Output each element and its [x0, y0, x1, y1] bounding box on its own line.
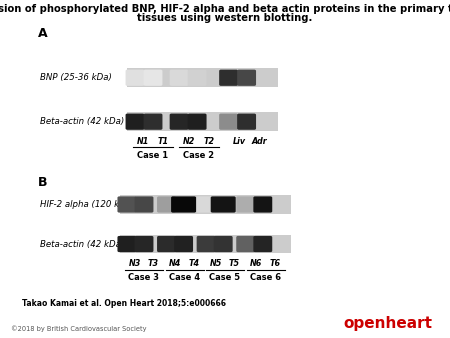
FancyBboxPatch shape: [144, 70, 162, 86]
Bar: [127, 68, 278, 87]
Text: Case 1: Case 1: [137, 151, 169, 160]
Text: HIF-2 alpha (120 kDa): HIF-2 alpha (120 kDa): [40, 200, 135, 209]
Text: N5: N5: [210, 260, 222, 268]
Bar: [127, 112, 278, 131]
FancyBboxPatch shape: [237, 114, 256, 130]
Text: Expression of phosphorylated BNP, HIF-2 alpha and beta actin proteins in the pri: Expression of phosphorylated BNP, HIF-2 …: [0, 4, 450, 14]
Text: openheart: openheart: [343, 316, 432, 331]
Text: Beta-actin (42 kDa): Beta-actin (42 kDa): [40, 240, 125, 248]
FancyBboxPatch shape: [211, 196, 236, 213]
Text: Case 3: Case 3: [129, 273, 159, 282]
Text: ©2018 by British Cardiovascular Society: ©2018 by British Cardiovascular Society: [11, 325, 147, 332]
Text: T2: T2: [203, 137, 214, 146]
Text: T3: T3: [148, 260, 159, 268]
FancyBboxPatch shape: [237, 70, 256, 86]
FancyBboxPatch shape: [188, 70, 207, 86]
FancyBboxPatch shape: [117, 196, 136, 213]
Text: T1: T1: [158, 137, 168, 146]
Text: Case 2: Case 2: [183, 151, 215, 160]
FancyBboxPatch shape: [135, 196, 153, 213]
FancyBboxPatch shape: [214, 236, 233, 252]
Text: Takao Kamai et al. Open Heart 2018;5:e000666: Takao Kamai et al. Open Heart 2018;5:e00…: [22, 299, 226, 308]
Text: Liv: Liv: [233, 137, 247, 146]
Text: N3: N3: [129, 260, 141, 268]
FancyBboxPatch shape: [253, 196, 272, 213]
FancyBboxPatch shape: [157, 236, 176, 252]
Text: T4: T4: [189, 260, 199, 268]
FancyBboxPatch shape: [197, 196, 216, 213]
FancyBboxPatch shape: [219, 114, 238, 130]
FancyBboxPatch shape: [135, 236, 153, 252]
Text: A: A: [38, 27, 48, 40]
FancyBboxPatch shape: [219, 70, 238, 86]
FancyBboxPatch shape: [174, 236, 193, 252]
Text: N4: N4: [169, 260, 182, 268]
Text: tissues using western blotting.: tissues using western blotting.: [137, 13, 313, 23]
Text: Beta-actin (42 kDa): Beta-actin (42 kDa): [40, 117, 125, 126]
Text: B: B: [38, 176, 48, 189]
Text: Case 6: Case 6: [250, 273, 281, 282]
FancyBboxPatch shape: [236, 196, 255, 213]
Text: N6: N6: [250, 260, 263, 268]
Text: Adr: Adr: [252, 137, 267, 146]
Text: Case 5: Case 5: [209, 273, 241, 282]
FancyBboxPatch shape: [117, 236, 136, 252]
Bar: [120, 195, 291, 214]
Text: T5: T5: [229, 260, 240, 268]
Text: N1: N1: [137, 137, 149, 146]
Text: T6: T6: [270, 260, 280, 268]
FancyBboxPatch shape: [170, 70, 189, 86]
FancyBboxPatch shape: [253, 236, 272, 252]
FancyBboxPatch shape: [126, 114, 144, 130]
FancyBboxPatch shape: [170, 114, 189, 130]
Text: N2: N2: [183, 137, 195, 146]
Text: BNP (25-36 kDa): BNP (25-36 kDa): [40, 73, 112, 82]
FancyBboxPatch shape: [126, 70, 144, 86]
Bar: [120, 235, 291, 254]
FancyBboxPatch shape: [157, 196, 176, 213]
FancyBboxPatch shape: [171, 196, 196, 213]
FancyBboxPatch shape: [236, 236, 255, 252]
FancyBboxPatch shape: [144, 114, 162, 130]
FancyBboxPatch shape: [188, 114, 207, 130]
Text: Case 4: Case 4: [169, 273, 200, 282]
FancyBboxPatch shape: [197, 236, 216, 252]
